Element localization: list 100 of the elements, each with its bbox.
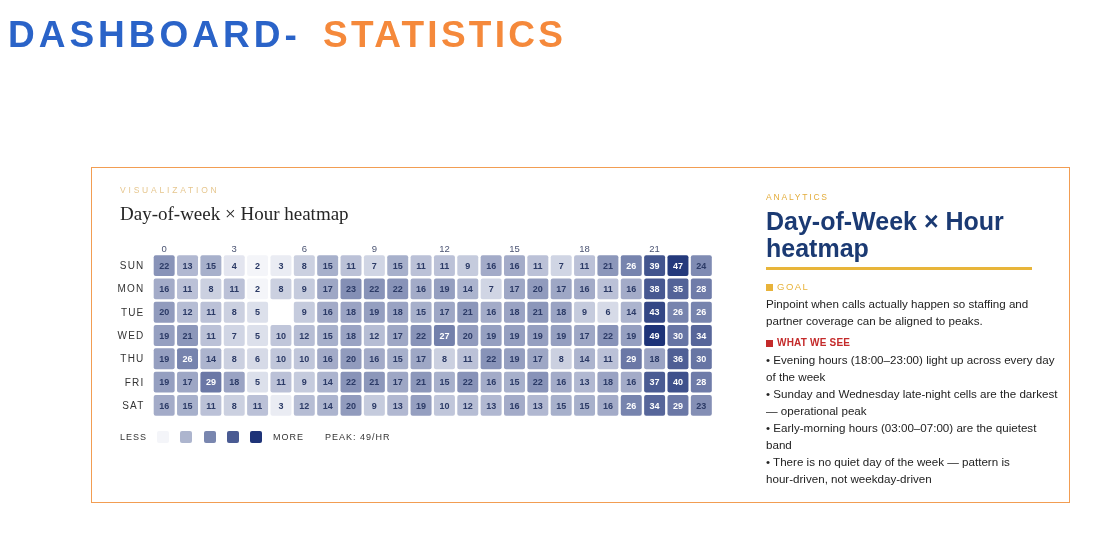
data-label: 22 <box>462 377 473 388</box>
data-label: 20 <box>532 284 543 295</box>
data-label: 3 <box>278 260 284 271</box>
chart-subtitle: VISUALIZATION <box>120 185 220 195</box>
data-label: 22 <box>369 284 380 295</box>
data-label: 6 <box>255 353 261 364</box>
data-label: 2 <box>255 260 261 271</box>
data-label: 20 <box>346 353 357 364</box>
data-label: 19 <box>556 330 567 341</box>
data-label: 9 <box>301 377 307 388</box>
data-label: 21 <box>532 307 543 318</box>
data-label: 9 <box>301 284 307 295</box>
data-label: 29 <box>626 353 637 364</box>
data-label: 3 <box>278 400 284 411</box>
data-label: 6 <box>605 307 611 318</box>
text: MORE <box>273 432 304 442</box>
data-label: 9 <box>465 260 471 271</box>
data-label: 19 <box>626 330 637 341</box>
data-label: 26 <box>696 307 707 318</box>
data-label: 14 <box>322 400 333 411</box>
data-label: 21 <box>462 307 473 318</box>
data-label: 8 <box>441 353 447 364</box>
data-label: 38 <box>649 284 660 295</box>
data-label: 18 <box>229 377 240 388</box>
data-label: 11 <box>276 377 286 388</box>
data-label: 20 <box>159 307 170 318</box>
data-label: 17 <box>322 284 333 295</box>
data-label: 19 <box>486 330 497 341</box>
data-label: 22 <box>392 284 403 295</box>
data-label: 8 <box>278 284 284 295</box>
data-label: 37 <box>649 377 660 388</box>
data-label: 17 <box>579 330 590 341</box>
data-label: 15 <box>392 260 403 271</box>
data-label: 18 <box>392 307 403 318</box>
data-label: 2 <box>255 284 261 295</box>
data-label: 22 <box>486 353 497 364</box>
data-label: 5 <box>255 330 261 341</box>
data-label: 16 <box>416 284 427 295</box>
data-label: 4 <box>231 260 237 271</box>
data-label: 28 <box>696 284 707 295</box>
data-label: 22 <box>602 330 613 341</box>
data-label: 11 <box>463 353 473 364</box>
data-label: 12 <box>369 330 380 341</box>
x-tick-label: 15 <box>509 243 520 254</box>
data-label: 43 <box>649 307 660 318</box>
data-label: 11 <box>182 284 193 295</box>
data-label: 16 <box>579 284 590 295</box>
data-label: 11 <box>206 307 216 318</box>
data-label: 17 <box>392 377 403 388</box>
data-label: 16 <box>509 400 520 411</box>
data-label: 26 <box>626 260 637 271</box>
data-label: 10 <box>439 400 450 411</box>
data-label: 19 <box>369 307 380 318</box>
data-label: 8 <box>301 260 307 271</box>
data-label: 30 <box>672 330 683 341</box>
data-label: 16 <box>486 307 497 318</box>
data-label: 15 <box>322 260 333 271</box>
data-label: 23 <box>696 400 707 411</box>
data-label: 16 <box>602 400 613 411</box>
data-label: 16 <box>486 260 497 271</box>
data-label: 17 <box>532 353 543 364</box>
data-label: 12 <box>182 307 193 318</box>
x-tick-label: 0 <box>161 243 167 254</box>
data-label: 8 <box>231 307 237 318</box>
data-label: 18 <box>649 353 660 364</box>
data-label: 13 <box>579 377 590 388</box>
data-label: 22 <box>532 377 543 388</box>
data-label: 9 <box>582 307 588 318</box>
data-label: 26 <box>182 353 193 364</box>
data-label: 10 <box>275 330 286 341</box>
data-label: 15 <box>182 400 193 411</box>
data-label: 29 <box>672 400 683 411</box>
data-label: 9 <box>371 400 377 411</box>
text: LESS <box>120 432 148 442</box>
data-label: 29 <box>205 377 216 388</box>
x-tick-label: 9 <box>371 243 378 254</box>
data-label: 14 <box>579 353 590 364</box>
data-label: 9 <box>301 307 307 318</box>
data-label: 17 <box>509 284 520 295</box>
x-tick-label: 3 <box>231 243 237 254</box>
y-tick-label: WED <box>117 330 145 342</box>
data-label: 16 <box>159 284 170 295</box>
y-tick-label: SAT <box>122 399 145 411</box>
data-label: 11 <box>439 260 450 271</box>
data-label: 11 <box>416 260 426 271</box>
data-label: 16 <box>369 353 380 364</box>
data-label: 17 <box>392 330 403 341</box>
data-label: 8 <box>231 353 237 364</box>
data-label: 30 <box>696 353 707 364</box>
data-label: 18 <box>346 330 357 341</box>
data-label: 26 <box>626 400 637 411</box>
data-label: 28 <box>696 377 707 388</box>
data-label: 13 <box>486 400 497 411</box>
data-label: 15 <box>322 330 333 341</box>
data-label: 15 <box>392 353 403 364</box>
x-tick-label: 6 <box>301 243 307 254</box>
data-label: 13 <box>532 400 543 411</box>
text: STATISTICS <box>323 14 567 55</box>
data-label: 12 <box>299 330 310 341</box>
data-label: 11 <box>252 400 263 411</box>
